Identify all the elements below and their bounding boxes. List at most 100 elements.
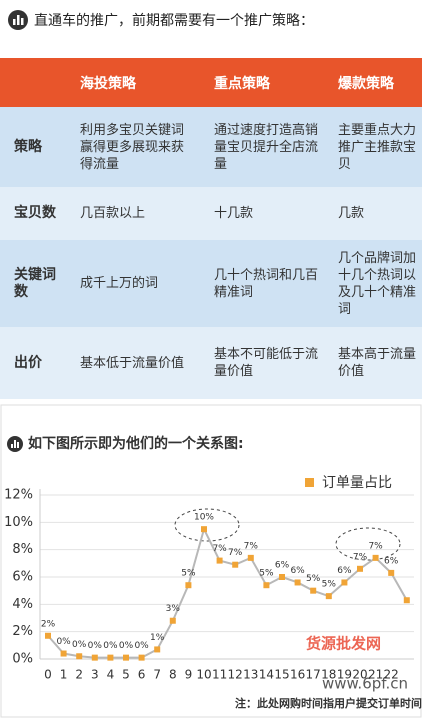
data-label: 10%: [194, 513, 214, 523]
row-label: 策略: [0, 107, 68, 187]
marker: [185, 582, 192, 589]
marker: [60, 650, 67, 657]
x-tick-label: 8: [169, 668, 177, 682]
data-label: 7%: [244, 541, 259, 551]
y-tick-label: 0%: [12, 652, 33, 667]
corner: [0, 58, 68, 107]
row-label: 宝贝数: [0, 187, 68, 240]
data-label: 5%: [322, 580, 337, 590]
marker: [403, 597, 410, 604]
marker: [76, 653, 83, 660]
marker: [279, 574, 285, 580]
marker: [341, 579, 348, 586]
col-header: 海投策略: [68, 58, 202, 107]
marker: [201, 526, 207, 533]
watermark: www.6pf.cn: [322, 675, 408, 693]
marker: [247, 554, 254, 561]
cell: 几个品牌词加十几个热词以及几十个精准词: [326, 240, 422, 327]
data-label: 5%: [259, 569, 274, 579]
data-label: 6%: [275, 561, 290, 571]
row: 策略 利用多宝贝关键词赢得更多展现来获得流量 通过速度打造高销量宝贝提升全店流量 主要…: [0, 107, 422, 187]
x-tick-label: 13: [243, 668, 258, 682]
x-tick-label: 2: [75, 668, 83, 682]
marker: [154, 646, 161, 653]
header-row: 海投策略 重点策略 爆款策略: [0, 58, 422, 107]
x-tick-label: 9: [185, 668, 193, 682]
x-tick-label: 11: [212, 668, 227, 682]
highlight: [335, 527, 401, 561]
icon: [17, 442, 19, 448]
row: 宝贝数 几百款以上 十几款 几款: [0, 187, 422, 240]
marker: [45, 632, 51, 639]
legend-swatch: [305, 478, 314, 487]
y-tick-label: 6%: [12, 570, 33, 585]
data-label: 6%: [384, 556, 399, 566]
data-label: 7%: [212, 544, 227, 554]
chart: 如下图所示即为他们的一个关系图: 注：此处网购时间指用户提交订单时间 货源批发网…: [0, 404, 422, 718]
x-tick-label: 6: [138, 668, 146, 682]
cell: 基本低于流量价值: [68, 327, 202, 399]
y-tick-label: 4%: [12, 597, 33, 612]
cell: 主要重点大力推广主推款宝贝: [326, 107, 422, 187]
marker: [123, 654, 129, 661]
chart-frame: [0, 404, 422, 718]
icon: [14, 440, 16, 448]
row-label: 关键词数: [0, 240, 68, 327]
row: 关键词数 成千上万的词 几十个热词和几百精准词 几个品牌词加十几个热词以及几十个精准词: [0, 240, 422, 327]
heading-text: 直通车的推广，前期都需要有一个推广策略：: [34, 13, 314, 29]
icon: [8, 10, 28, 30]
legend-label: 订单量占比: [322, 475, 392, 491]
data-label: 2%: [41, 619, 56, 629]
data-label: 6%: [290, 566, 305, 576]
x-tick-label: 0: [44, 668, 52, 682]
row-label: 出价: [0, 327, 68, 399]
marker: [169, 617, 176, 624]
x-tick-label: 15: [274, 668, 289, 682]
marker: [310, 587, 317, 594]
chart-title: 如下图所示即为他们的一个关系图:: [28, 435, 244, 452]
highlight: [174, 508, 240, 542]
y-tick-label: 12%: [4, 488, 33, 503]
x-tick-label: 3: [91, 668, 99, 682]
cell: 几百款以上: [68, 187, 202, 240]
data-label: 6%: [337, 566, 352, 576]
x-tick-label: 17: [306, 668, 321, 682]
data-label: 3%: [166, 604, 181, 614]
marker: [91, 654, 98, 661]
data-label: 7%: [368, 541, 383, 551]
x-tick-label: 1: [60, 668, 68, 682]
x-tick-label: 22: [384, 668, 399, 682]
x-tick-label: 7: [153, 668, 161, 682]
y-tick-label: 8%: [12, 542, 33, 557]
data-label: 0%: [134, 641, 149, 651]
marker: [388, 569, 395, 576]
x-tick-label: 20: [352, 668, 367, 682]
data-label: 0%: [56, 637, 71, 647]
x-tick-label: 21: [368, 668, 383, 682]
data-label: 0%: [103, 641, 118, 651]
marker: [294, 579, 301, 586]
cell: 通过速度打造高销量宝贝提升全店流量: [202, 107, 326, 187]
data-label: 5%: [181, 569, 196, 579]
x-tick-label: 18: [321, 668, 336, 682]
x-tick-label: 4: [107, 668, 115, 682]
data-label: 7%: [353, 552, 368, 562]
cell: 几款: [326, 187, 422, 240]
cell: 利用多宝贝关键词赢得更多展现来获得流量: [68, 107, 202, 187]
marker: [232, 561, 239, 568]
x-tick-label: 10: [196, 668, 211, 682]
data-label: 0%: [119, 641, 134, 651]
marker: [138, 654, 145, 661]
marker: [357, 565, 363, 572]
marker: [107, 654, 114, 661]
icon: [11, 444, 13, 448]
watermark: 货源批发网: [306, 635, 381, 653]
cell: 几十个热词和几百精准词: [202, 240, 326, 327]
data-label: 7%: [228, 548, 243, 558]
cell: 基本不可能低于流量价值: [202, 327, 326, 399]
x-tick-label: 14: [259, 668, 274, 682]
heading: 直通车的推广，前期都需要有一个推广策略：: [0, 0, 422, 40]
data-label: 5%: [306, 574, 321, 584]
marker: [263, 582, 270, 589]
